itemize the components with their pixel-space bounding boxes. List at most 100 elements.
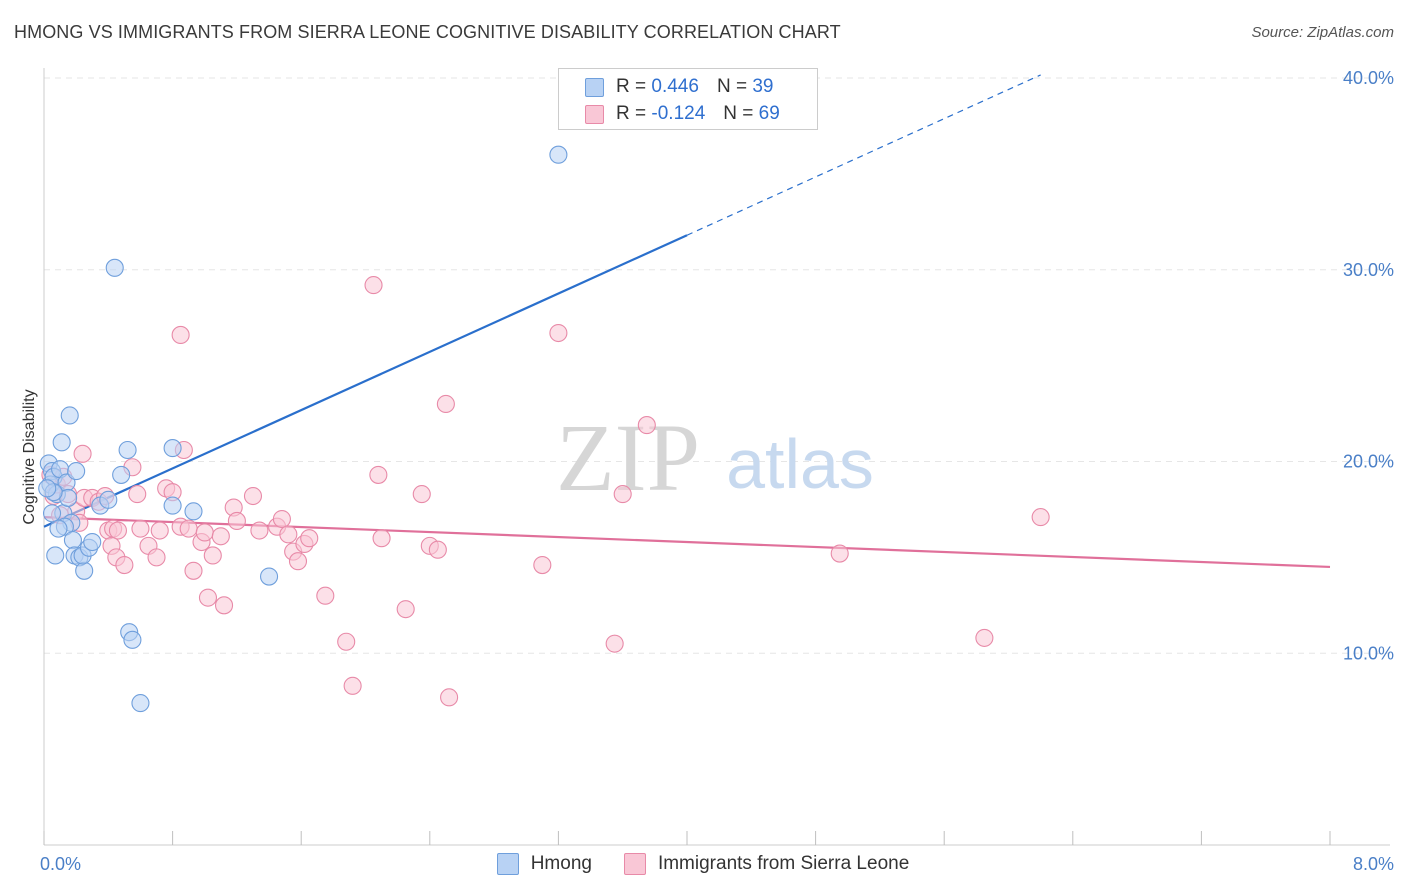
data-point-hmong — [60, 406, 79, 425]
data-point-sierra-leone — [179, 519, 198, 538]
legend-row-hmong: R = 0.446 N = 39 — [585, 74, 773, 100]
data-point-hmong — [75, 561, 94, 580]
data-point-sierra-leone — [975, 628, 994, 647]
data-point-hmong — [49, 519, 68, 538]
legend-n-value: 39 — [752, 76, 774, 97]
data-point-sierra-leone — [150, 521, 169, 540]
data-point-sierra-leone — [115, 555, 134, 575]
series-legend: Hmong Immigrants from Sierra Leone — [0, 850, 1406, 878]
data-point-hmong — [46, 546, 65, 565]
grid-lines — [44, 77, 1390, 654]
data-point-hmong — [112, 465, 131, 484]
data-point-hmong — [67, 462, 86, 481]
data-point-sierra-leone — [198, 588, 218, 607]
tick-labels: 10.0% 20.0% 30.0% 40.0% 0.0% 8.0% — [40, 68, 1394, 874]
y-tick-label: 10.0% — [1343, 643, 1394, 663]
data-point-sierra-leone — [279, 525, 298, 544]
x-tick-label: 0.0% — [40, 854, 81, 874]
y-tick-label: 20.0% — [1343, 452, 1394, 472]
data-point-hmong — [105, 258, 124, 277]
data-point-sierra-leone — [830, 544, 849, 563]
data-point-hmong — [163, 496, 182, 515]
data-point-hmong — [63, 531, 82, 550]
data-point-hmong — [163, 439, 182, 458]
data-point-sierra-leone — [316, 586, 335, 605]
data-point-sierra-leone — [613, 485, 632, 504]
watermark: ZIP atlas — [556, 404, 874, 511]
data-point-sierra-leone — [227, 511, 246, 530]
legend-r-value: -0.124 — [651, 103, 706, 124]
legend-r-value: 0.446 — [651, 76, 699, 97]
series-legend-item-hmong: Hmong — [496, 853, 592, 875]
legend-swatch-hmong — [585, 77, 604, 97]
trend-line-0 — [43, 234, 688, 528]
series-label-hmong: Hmong — [530, 853, 592, 874]
data-point-sierra-leone — [214, 596, 234, 615]
data-point-hmong — [38, 479, 57, 498]
data-point-sierra-leone — [1031, 508, 1050, 527]
data-point-sierra-leone — [211, 527, 230, 546]
legend-n-label: N = — [716, 76, 748, 97]
series-label-sierra-leone: Immigrants from Sierra Leone — [657, 853, 910, 874]
series-legend-item-sierra-leone: Immigrants from Sierra Leone — [623, 853, 910, 875]
data-point-sierra-leone — [436, 394, 455, 414]
data-point-sierra-leone — [203, 546, 222, 565]
data-point-sierra-leone — [440, 688, 459, 707]
data-point-hmong — [131, 694, 150, 713]
data-point-sierra-leone — [549, 323, 568, 343]
y-tick-label: 30.0% — [1343, 260, 1394, 280]
trend-line-extension-0 — [686, 74, 1041, 236]
data-point-sierra-leone — [337, 632, 356, 651]
data-point-sierra-leone — [364, 276, 383, 295]
data-point-sierra-leone — [184, 561, 203, 580]
legend-swatch-sierra-leone — [585, 104, 604, 124]
data-point-sierra-leone — [343, 676, 362, 695]
series-swatch-sierra-leone — [623, 853, 646, 875]
data-point-hmong — [259, 567, 279, 586]
data-point-hmong — [549, 145, 568, 164]
series-swatch-hmong — [496, 853, 519, 875]
data-point-sierra-leone — [108, 521, 127, 540]
legend-n-value: 69 — [758, 103, 780, 124]
legend-n-label: N = — [723, 103, 754, 124]
data-point-hmong — [184, 502, 203, 521]
data-point-sierra-leone — [128, 485, 147, 504]
source-label: Source: ZipAtlas.com — [1251, 24, 1394, 41]
data-point-sierra-leone — [372, 529, 391, 548]
data-point-sierra-leone — [533, 555, 552, 575]
data-point-sierra-leone — [637, 416, 656, 435]
data-point-hmong — [83, 532, 102, 552]
data-point-sierra-leone — [272, 509, 291, 529]
data-points — [38, 145, 1050, 713]
data-point-hmong — [42, 504, 62, 523]
data-point-sierra-leone — [605, 634, 624, 653]
data-point-sierra-leone — [131, 519, 150, 538]
data-point-sierra-leone — [300, 529, 319, 548]
data-point-sierra-leone — [147, 548, 166, 567]
data-point-sierra-leone — [250, 521, 269, 540]
x-tick-label: 8.0% — [1353, 854, 1394, 874]
data-point-sierra-leone — [288, 552, 308, 571]
data-point-sierra-leone — [412, 485, 431, 504]
watermark-atlas: atlas — [726, 425, 874, 503]
y-axis-title: Cognitive Disability — [21, 389, 38, 524]
data-point-sierra-leone — [243, 486, 263, 506]
y-tick-label: 40.0% — [1343, 68, 1394, 88]
data-point-hmong — [52, 433, 71, 452]
legend-r-label: R = — [616, 103, 647, 124]
axes — [43, 68, 1390, 846]
data-point-sierra-leone — [73, 444, 92, 463]
data-point-hmong — [99, 490, 118, 509]
data-point-sierra-leone — [396, 600, 415, 619]
data-point-hmong — [118, 440, 137, 460]
data-point-sierra-leone — [369, 465, 388, 484]
legend-r-label: R = — [616, 76, 647, 97]
legend-row-sierra-leone: R = -0.124 N = 69 — [585, 101, 780, 127]
stats-legend: R = 0.446 N = 39 R = -0.124 N = 69 — [558, 68, 818, 130]
data-point-sierra-leone — [428, 540, 447, 559]
data-point-sierra-leone — [171, 325, 190, 344]
data-point-hmong — [123, 630, 142, 649]
data-point-sierra-leone — [195, 523, 214, 542]
chart-title: HMONG VS IMMIGRANTS FROM SIERRA LEONE CO… — [14, 22, 841, 42]
